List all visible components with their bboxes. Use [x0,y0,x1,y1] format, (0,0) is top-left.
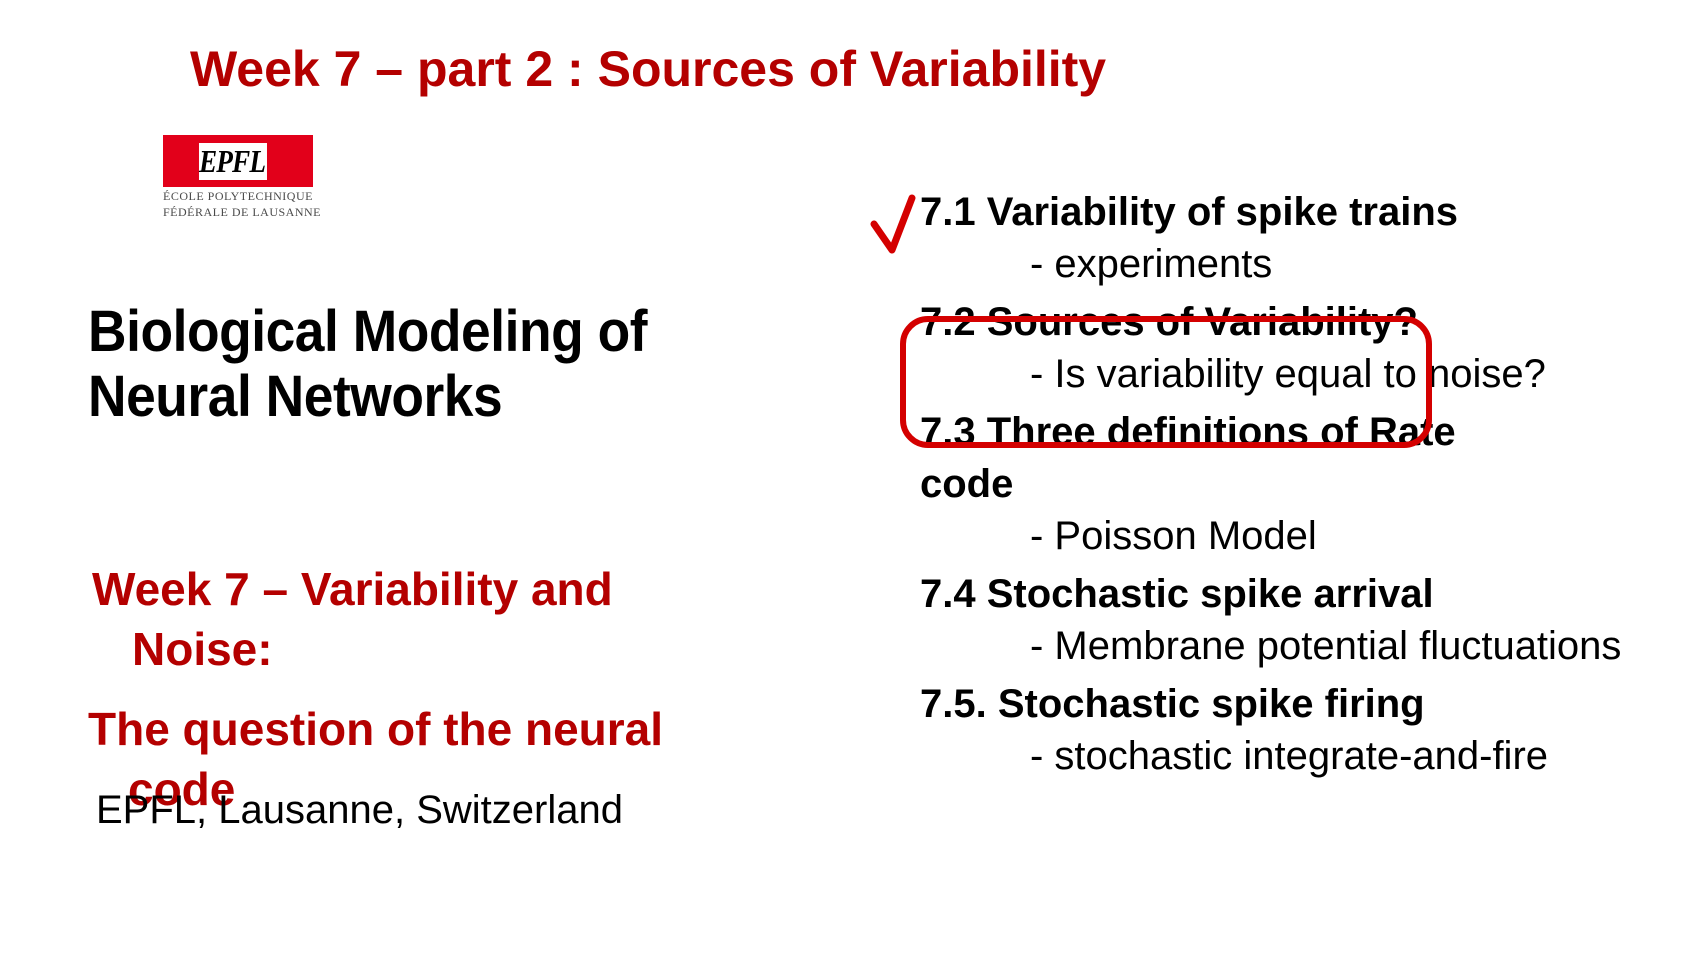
outline-7-2-sub: - Is variability equal to noise? [920,348,1621,400]
outline-7-5-title: 7.5. Stochastic spike firing [920,678,1621,730]
outline-7-1-title: 7.1 Variability of spike trains [920,186,1621,238]
subtitle-line1: Week 7 – Variability and [92,560,613,620]
slide: Week 7 – part 2 : Sources of Variability… [0,0,1701,957]
outline: 7.1 Variability of spike trains - experi… [920,180,1621,782]
outline-7-3-title-cont: code [920,458,1621,510]
outline-7-5-sub: - stochastic integrate-and-fire [920,730,1621,782]
outline-7-4-title: 7.4 Stochastic spike arrival [920,568,1621,620]
epfl-logo: EPFL ÉCOLE POLYTECHNIQUE FÉDÉRALE DE LAU… [163,135,321,218]
subtitle-line2: Noise: [92,620,613,680]
subtitle-line3: The question of the neural [88,700,663,760]
course-title-line2: Neural Networks [88,365,647,430]
epfl-logo-sub2: FÉDÉRALE DE LAUSANNE [163,206,321,219]
outline-7-3-sub: - Poisson Model [920,510,1621,562]
slide-header-title: Week 7 – part 2 : Sources of Variability [190,40,1106,98]
epfl-logo-text: EPFL [199,143,267,180]
outline-7-2-title: 7.2 Sources of Variability? [920,296,1621,348]
outline-7-3-title: 7.3 Three definitions of Rate [920,406,1621,458]
subtitle: Week 7 – Variability and Noise: [92,560,613,680]
course-title-line1: Biological Modeling of [88,300,647,365]
checkmark-icon [868,192,928,262]
epfl-logo-sub1: ÉCOLE POLYTECHNIQUE [163,190,321,203]
outline-7-4-sub: - Membrane potential fluctuations [920,620,1621,672]
outline-7-1-sub: - experiments [920,238,1621,290]
course-title: Biological Modeling of Neural Networks [88,300,647,430]
author-affiliation: EPFL, Lausanne, Switzerland [96,788,623,833]
epfl-logo-box: EPFL [163,135,313,187]
